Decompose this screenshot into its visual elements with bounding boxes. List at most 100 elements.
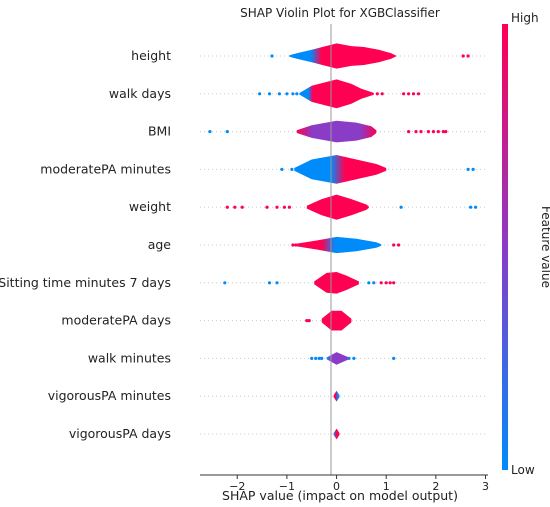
outlier-point: [280, 167, 284, 171]
outlier-point: [367, 281, 371, 285]
outlier-point: [444, 130, 448, 134]
outlier-point: [314, 356, 318, 360]
outlier-point: [352, 356, 356, 360]
feature-label: BMI: [148, 124, 171, 139]
outlier-point: [233, 205, 237, 209]
outlier-point: [225, 130, 229, 134]
outlier-point: [397, 243, 401, 247]
x-axis-label: SHAP value (impact on model output): [222, 488, 458, 503]
outlier-point: [419, 130, 423, 134]
outlier-point: [407, 130, 411, 134]
outlier-point: [294, 243, 298, 247]
feature-row: walk days: [109, 79, 488, 109]
x-tick-label: 1: [383, 480, 390, 493]
feature-row: height: [131, 43, 488, 69]
feature-label: walk days: [109, 86, 171, 101]
violin-shape: [289, 43, 397, 69]
outlier-point: [407, 92, 411, 96]
violin-shape: [306, 194, 369, 220]
feature-label: height: [131, 48, 171, 63]
feature-label: age: [148, 237, 172, 252]
feature-label: walk minutes: [88, 350, 171, 365]
outlier-point: [414, 130, 418, 134]
outlier-point: [290, 167, 294, 171]
outlier-point: [305, 319, 309, 323]
outlier-point: [431, 130, 435, 134]
feature-label: vigorousPA days: [69, 426, 171, 441]
violin-shape: [333, 390, 340, 402]
outlier-point: [258, 92, 262, 96]
feature-label: moderatePA minutes: [40, 161, 171, 176]
outlier-point: [392, 281, 396, 285]
outlier-point: [240, 205, 244, 209]
outlier-point: [267, 281, 272, 285]
outlier-point: [466, 54, 470, 58]
outlier-point: [275, 281, 279, 285]
outlier-point: [291, 92, 295, 96]
outlier-point: [320, 356, 324, 360]
feature-row: moderatePA minutes: [40, 155, 488, 184]
outlier-point: [474, 205, 478, 209]
outlier-point: [307, 319, 311, 323]
outlier-point: [270, 54, 274, 58]
outlier-point: [277, 92, 281, 96]
feature-row: BMI: [148, 120, 488, 143]
outlier-point: [285, 92, 289, 96]
outlier-point: [380, 92, 384, 96]
violin-shape: [333, 428, 340, 440]
outlier-point: [225, 205, 229, 209]
x-tick-label: 3: [482, 480, 489, 493]
outlier-point: [287, 205, 291, 209]
outlier-point: [208, 130, 212, 134]
outlier-point: [471, 167, 475, 171]
outlier-point: [379, 281, 383, 285]
outlier-point: [388, 281, 392, 285]
outlier-point: [461, 54, 465, 58]
violin-shape: [321, 310, 352, 331]
outlier-point: [267, 92, 272, 96]
outlier-point: [310, 356, 314, 360]
outlier-point: [291, 243, 295, 247]
outlier-point: [223, 281, 227, 285]
outlier-point: [347, 356, 351, 360]
outlier-point: [392, 356, 396, 360]
feature-row: moderatePA days: [61, 310, 488, 331]
feature-rows: height walk days BMI moderatePA minutes weig…: [0, 43, 488, 441]
colorbar-low-label: Low: [511, 463, 535, 477]
chart-title: SHAP Violin Plot for XGBClassifier: [240, 6, 440, 20]
feature-row: weight: [129, 194, 488, 220]
x-tick-label: −1: [279, 480, 295, 493]
outlier-point: [295, 92, 299, 96]
outlier-point: [384, 281, 388, 285]
colorbar-high-label: High: [511, 11, 539, 25]
outlier-point: [441, 130, 445, 134]
outlier-point: [466, 167, 470, 171]
outlier-point: [416, 92, 421, 96]
x-axis-ticks: −2 −1 0 1 2 3: [229, 475, 489, 493]
outlier-point: [372, 281, 376, 285]
outlier-point: [402, 92, 406, 96]
violin-shape: [326, 352, 349, 365]
violin-shape: [296, 236, 382, 254]
colorbar-title: Feature value: [539, 206, 550, 288]
feature-label: Sitting time minutes 7 days: [0, 275, 171, 290]
outlier-point: [392, 243, 396, 247]
feature-row: age: [148, 236, 488, 254]
outlier-point: [426, 130, 430, 134]
outlier-point: [317, 356, 321, 360]
outlier-point: [265, 205, 269, 209]
feature-label: weight: [129, 199, 171, 214]
violin-shape: [294, 155, 387, 184]
outlier-point: [282, 205, 286, 209]
x-tick-label: 2: [432, 480, 439, 493]
violin-shape: [314, 272, 359, 294]
feature-row: vigorousPA minutes: [48, 388, 488, 403]
colorbar: [502, 24, 508, 470]
x-tick-label: 0: [333, 480, 340, 493]
outlier-point: [469, 205, 473, 209]
feature-label: vigorousPA minutes: [48, 388, 171, 403]
feature-row: vigorousPA days: [69, 426, 488, 441]
outlier-point: [411, 92, 416, 96]
outlier-point: [436, 130, 440, 134]
